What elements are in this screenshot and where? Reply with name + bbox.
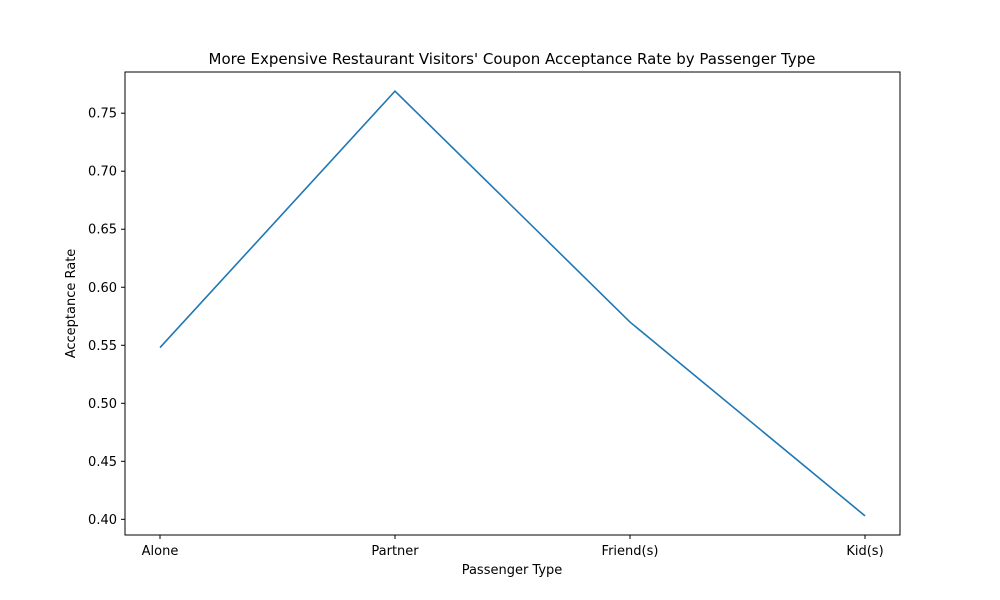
chart-title: More Expensive Restaurant Visitors' Coup… — [209, 50, 816, 68]
series-line — [159, 89, 866, 517]
x-axis-label: Passenger Type — [462, 563, 563, 578]
y-tick-label: 0.65 — [88, 223, 117, 238]
y-tick-label: 0.70 — [88, 165, 117, 180]
x-tick-label: Alone — [142, 544, 179, 559]
x-tick-label: Friend(s) — [602, 544, 659, 559]
plot-frame — [124, 71, 901, 536]
y-tick-label: 0.40 — [88, 513, 117, 528]
y-tick-label: 0.55 — [88, 339, 117, 354]
y-tick-label: 0.50 — [88, 397, 117, 412]
plot-area — [159, 89, 866, 517]
y-tick-label: 0.75 — [88, 107, 117, 122]
x-tick-label: Kid(s) — [846, 544, 883, 559]
x-tick-label: Partner — [371, 544, 419, 559]
y-axis-label: Acceptance Rate — [64, 249, 79, 359]
y-tick-label: 0.45 — [88, 455, 117, 470]
y-tick-label: 0.60 — [88, 281, 117, 296]
